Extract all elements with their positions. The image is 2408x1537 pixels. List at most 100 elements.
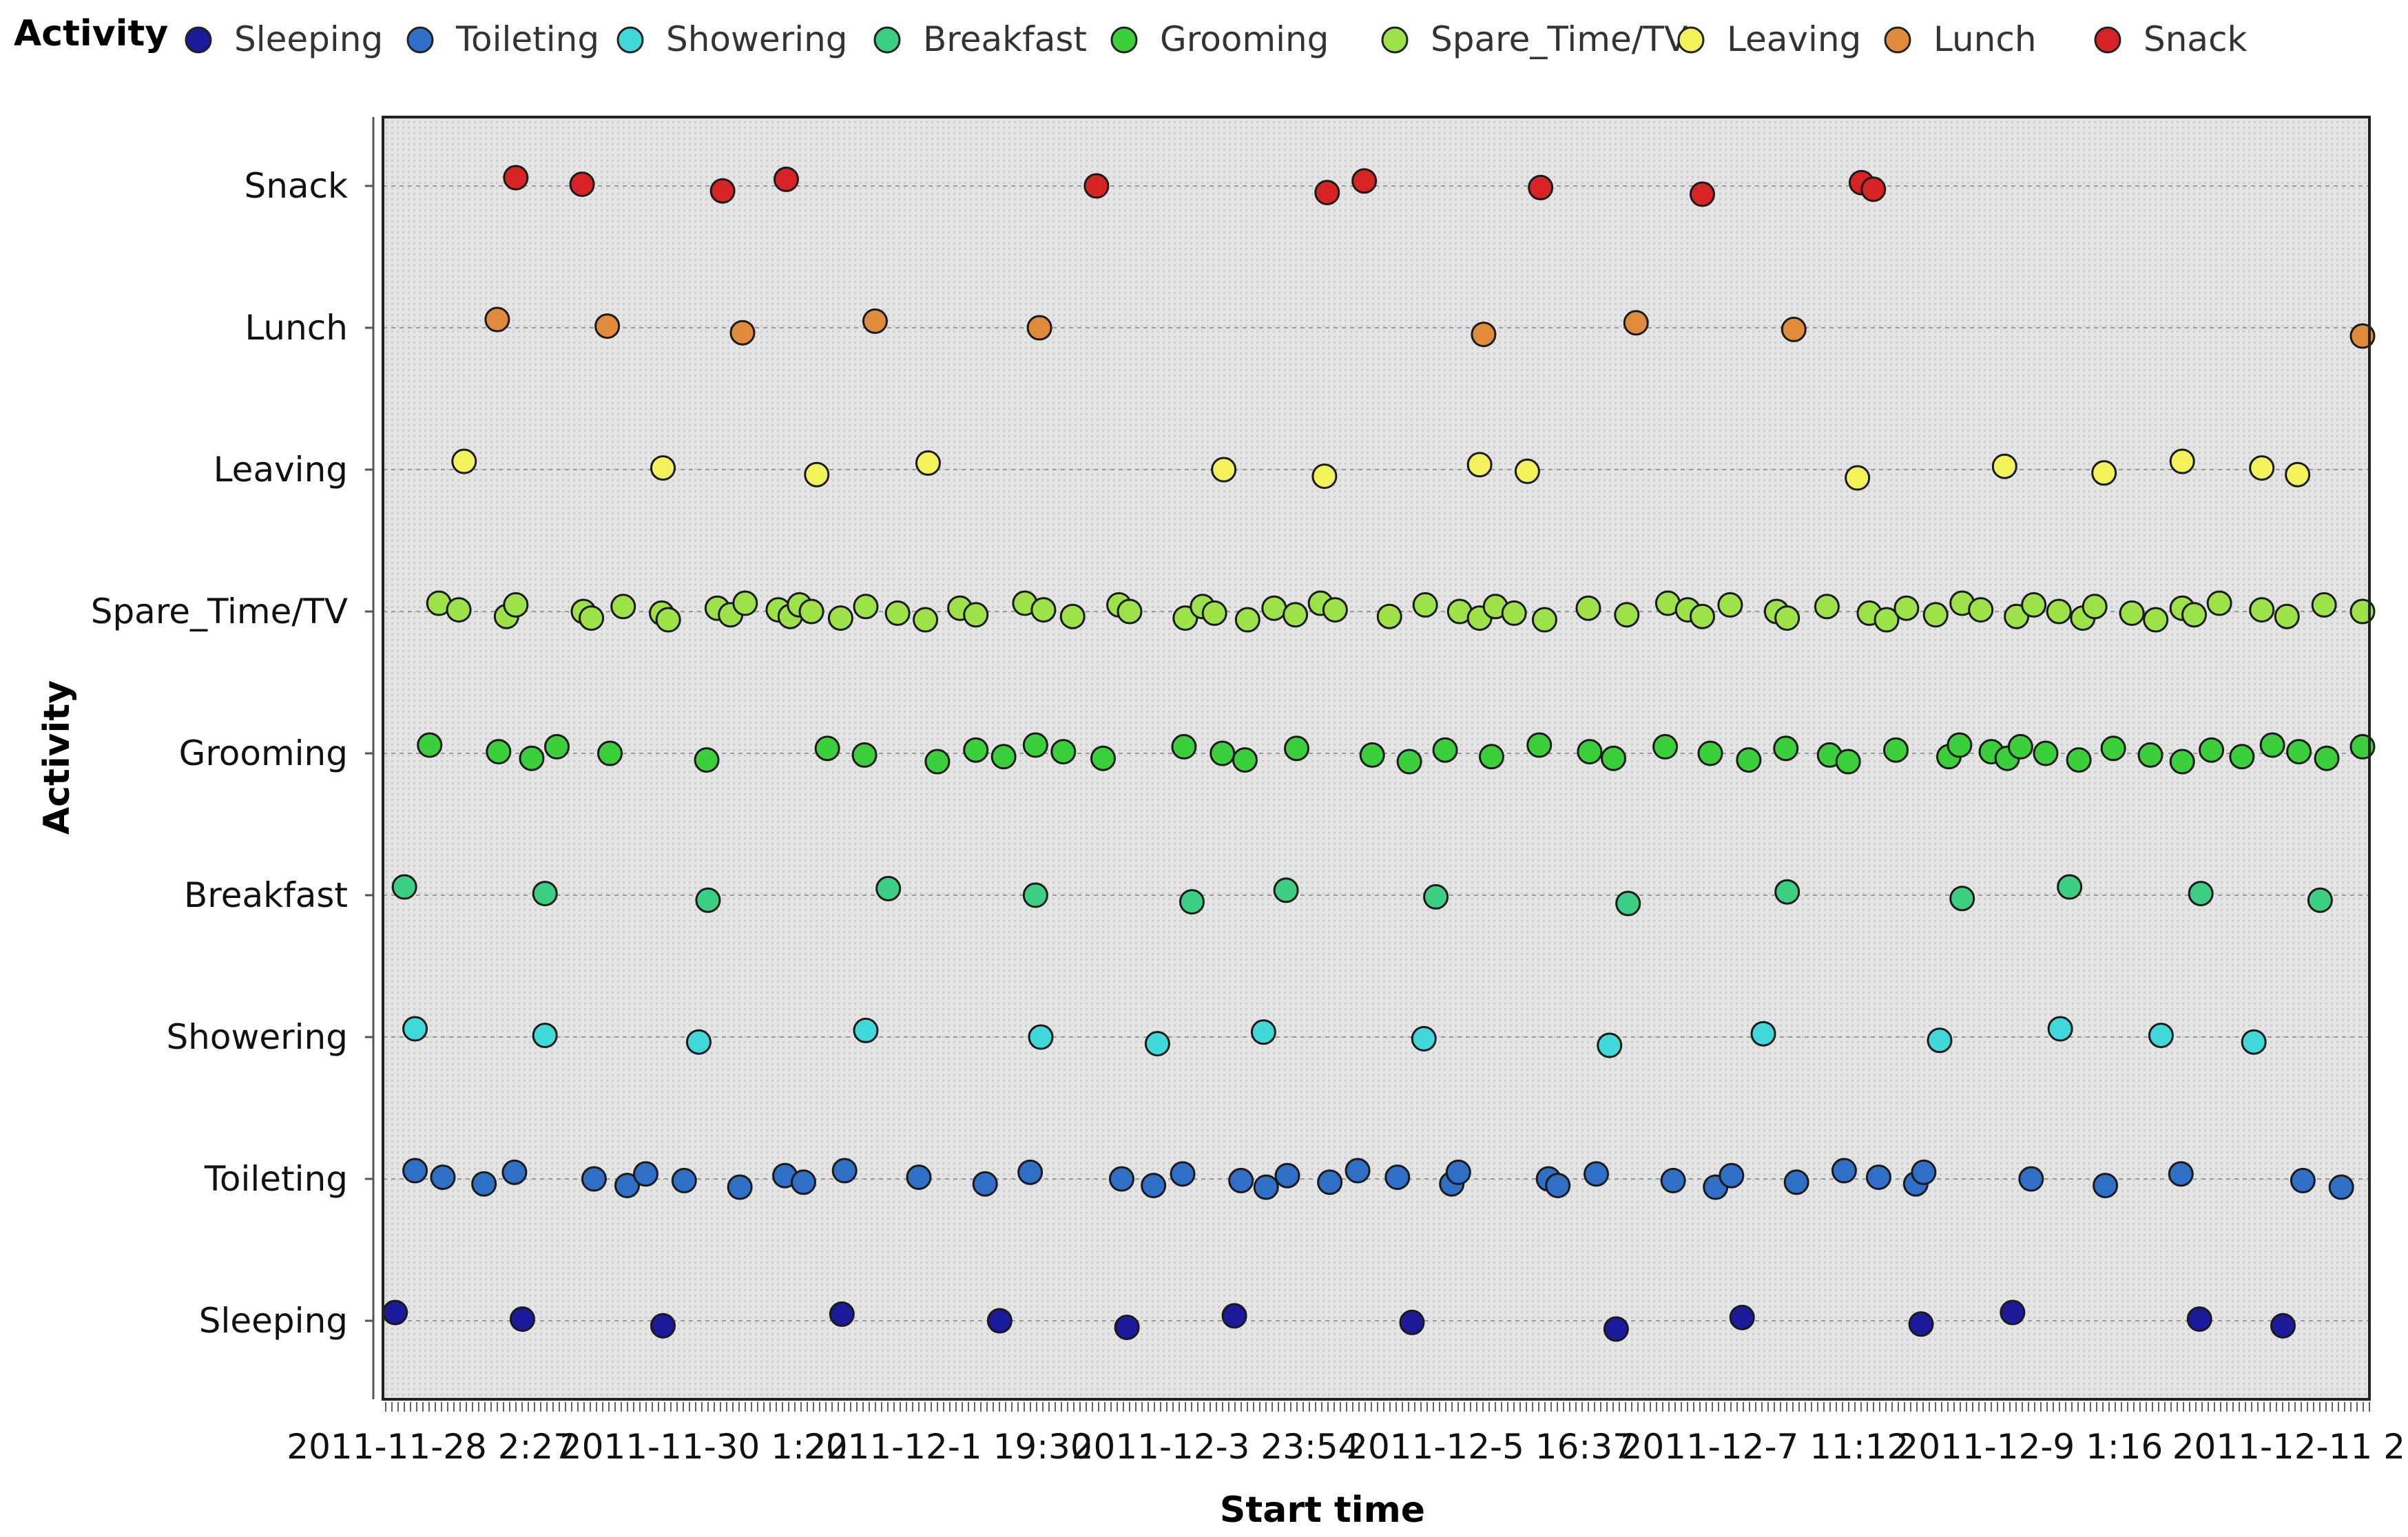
data-point-sleeping: [2270, 1313, 2296, 1339]
data-point-grooming: [1210, 740, 1236, 766]
data-point-sleeping: [2000, 1299, 2026, 1326]
data-point-spare-time-tv: [1030, 597, 1057, 623]
data-point-grooming: [2314, 745, 2340, 771]
data-point-leaving: [1311, 463, 1338, 490]
data-point-grooming: [597, 740, 623, 766]
data-point-showering: [2047, 1016, 2073, 1042]
data-point-toileting: [1317, 1169, 1343, 1195]
data-point-toileting: [2093, 1173, 2119, 1199]
data-point-leaving: [915, 450, 941, 476]
data-point-grooming: [1050, 739, 1077, 765]
data-point-grooming: [2259, 732, 2285, 758]
y-tick-label-showering: Showering: [166, 1017, 348, 1057]
data-point-toileting: [2018, 1166, 2044, 1192]
data-point-spare-time-tv: [1234, 607, 1260, 633]
data-point-spare-time-tv: [1814, 594, 1840, 620]
plot-border: [382, 116, 2371, 1401]
data-point-spare-time-tv: [1376, 603, 1402, 629]
data-point-toileting: [1274, 1162, 1300, 1189]
data-point-showering: [402, 1016, 428, 1042]
data-point-spare-time-tv: [446, 597, 472, 623]
data-point-toileting: [1545, 1173, 1571, 1199]
data-point-spare-time-tv: [1412, 592, 1438, 618]
data-point-grooming: [1526, 732, 1553, 758]
data-point-showering: [2148, 1023, 2174, 1049]
legend-label-showering: Showering: [666, 19, 848, 59]
data-point-toileting: [1831, 1158, 1857, 1184]
data-point-breakfast: [391, 874, 417, 900]
data-point-grooming: [2137, 742, 2163, 768]
data-point-snack: [569, 171, 595, 198]
data-point-spare-time-tv: [1922, 602, 1949, 628]
data-point-grooming: [851, 742, 878, 768]
data-point-spare-time-tv: [827, 605, 853, 631]
data-point-lunch: [1471, 322, 1497, 348]
legend-marker-grooming: [1110, 26, 1138, 54]
data-point-grooming: [1697, 740, 1723, 766]
legend-marker-leaving: [1677, 26, 1705, 54]
data-point-sleeping: [1908, 1311, 1934, 1337]
y-tick-label-toileting: Toileting: [204, 1159, 348, 1199]
data-point-lunch: [594, 313, 621, 339]
data-point-breakfast: [1179, 889, 1205, 915]
data-point-grooming: [1652, 733, 1679, 760]
x-tick-label: 2011-12-3 23:54: [1072, 1427, 1360, 1467]
data-point-breakfast: [1774, 879, 1800, 905]
legend-marker-snack: [2094, 26, 2121, 54]
y-axis-title: Activity: [37, 680, 78, 835]
data-point-showering: [532, 1023, 558, 1049]
x-axis-title: Start time: [1220, 1489, 1425, 1531]
data-point-toileting: [2290, 1167, 2316, 1193]
data-point-toileting: [791, 1169, 817, 1195]
data-point-toileting: [1719, 1162, 1745, 1189]
data-point-toileting: [430, 1164, 456, 1191]
data-point-toileting: [2328, 1174, 2354, 1200]
y-tick-label-breakfast: Breakfast: [184, 875, 348, 915]
data-point-toileting: [972, 1171, 998, 1197]
data-point-showering: [1028, 1024, 1054, 1050]
legend-label-grooming: Grooming: [1160, 19, 1329, 59]
x-tick-label: 2011-12-5 16:37: [1346, 1427, 1634, 1467]
data-point-leaving: [1845, 465, 1871, 491]
x-tick-marks: [385, 1402, 2370, 1412]
data-point-leaving: [1991, 453, 2017, 479]
data-point-snack: [1689, 181, 1715, 207]
data-point-spare-time-tv: [1614, 602, 1640, 628]
data-point-toileting: [632, 1161, 658, 1187]
data-point-breakfast: [2057, 874, 2083, 900]
data-point-breakfast: [1615, 890, 1641, 917]
data-point-leaving: [1514, 458, 1540, 484]
x-tick-label: 2011-12-1 19:30: [804, 1427, 1092, 1467]
data-point-lunch: [1781, 316, 1807, 342]
data-point-spare-time-tv: [610, 594, 636, 620]
data-point-toileting: [1384, 1164, 1411, 1191]
data-point-snack: [1860, 176, 1887, 202]
data-point-grooming: [924, 749, 951, 775]
y-tick-label-sleeping: Sleeping: [199, 1301, 348, 1341]
data-point-showering: [1144, 1031, 1170, 1057]
legend-label-toileting: Toileting: [455, 19, 599, 59]
legend-marker-showering: [616, 26, 644, 54]
data-point-toileting: [1660, 1167, 1686, 1193]
legend-title: Activity: [14, 13, 168, 54]
data-point-grooming: [1947, 732, 1973, 758]
data-point-spare-time-tv: [913, 607, 939, 633]
legend-marker-spare-time-tv: [1381, 26, 1409, 54]
data-point-grooming: [1171, 733, 1197, 760]
data-point-lunch: [1623, 310, 1649, 336]
data-point-spare-time-tv: [2046, 598, 2072, 625]
data-point-spare-time-tv: [1893, 595, 1920, 621]
data-point-leaving: [650, 455, 676, 481]
data-point-toileting: [1783, 1169, 1809, 1195]
data-point-spare-time-tv: [2274, 603, 2300, 629]
data-point-grooming: [2066, 747, 2092, 773]
data-point-sleeping: [1399, 1309, 1425, 1335]
data-points: [382, 165, 2376, 1342]
data-point-grooming: [486, 739, 512, 765]
data-point-showering: [853, 1017, 879, 1043]
y-tick-label-grooming: Grooming: [179, 733, 348, 773]
data-point-spare-time-tv: [1201, 600, 1227, 626]
data-point-toileting: [831, 1158, 858, 1184]
data-point-breakfast: [1022, 882, 1048, 908]
